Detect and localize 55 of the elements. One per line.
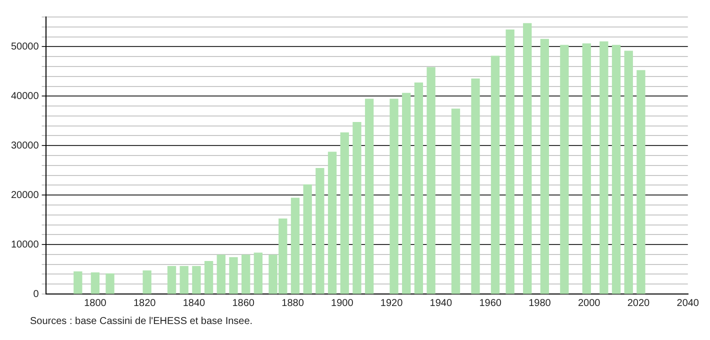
x-tick-label: 1920 [380, 298, 404, 309]
x-tick-label: 1960 [479, 298, 502, 309]
bar [142, 270, 152, 294]
bar [582, 43, 591, 294]
y-tick-label: 0 [33, 288, 40, 300]
bar [600, 41, 608, 294]
x-tick-label: 1840 [182, 298, 206, 309]
bar [506, 30, 514, 294]
bar [402, 92, 411, 294]
y-tick-label: 50000 [10, 41, 40, 52]
bar [106, 273, 114, 294]
bar [74, 271, 82, 294]
bar [414, 82, 424, 294]
source-note: Sources : base Cassini de l'EHESS et base Insee. [30, 316, 254, 327]
bar [340, 132, 349, 294]
bar [303, 184, 312, 294]
bar [624, 50, 633, 294]
x-tick-label: 2020 [627, 298, 650, 309]
bar [540, 38, 549, 294]
y-tick-label: 40000 [10, 90, 40, 102]
bar [364, 98, 374, 294]
x-tick-label: 2000 [578, 298, 601, 309]
bar [612, 44, 621, 294]
y-tick-label: 20000 [10, 190, 40, 201]
bar [328, 152, 337, 294]
x-tick-label: 2040 [676, 298, 700, 309]
bar [426, 67, 436, 294]
x-tick-label: 1860 [232, 298, 255, 309]
bar [204, 261, 214, 294]
bar [352, 122, 362, 294]
bar [290, 198, 300, 294]
bar [167, 266, 176, 294]
bar [180, 266, 188, 294]
x-tick-label: 1940 [430, 298, 452, 309]
x-tick-label: 1980 [528, 298, 552, 309]
bar [90, 272, 100, 294]
bar [560, 44, 569, 294]
bar [490, 56, 500, 294]
x-tick-label: 1880 [282, 298, 304, 309]
y-tick-label: 30000 [10, 140, 40, 152]
x-tick-label: 1800 [84, 298, 107, 309]
bar [192, 266, 201, 294]
bar [216, 254, 226, 294]
bar [390, 98, 398, 294]
bar [242, 254, 250, 294]
bar [471, 78, 480, 294]
bar [229, 257, 238, 294]
x-tick-label: 1820 [133, 298, 156, 309]
x-tick-label: 1900 [331, 298, 354, 309]
bar [254, 252, 263, 294]
bar [451, 108, 460, 294]
bar [316, 168, 324, 294]
bar [523, 23, 532, 294]
bar [636, 70, 646, 294]
y-tick-label: 10000 [10, 239, 40, 250]
